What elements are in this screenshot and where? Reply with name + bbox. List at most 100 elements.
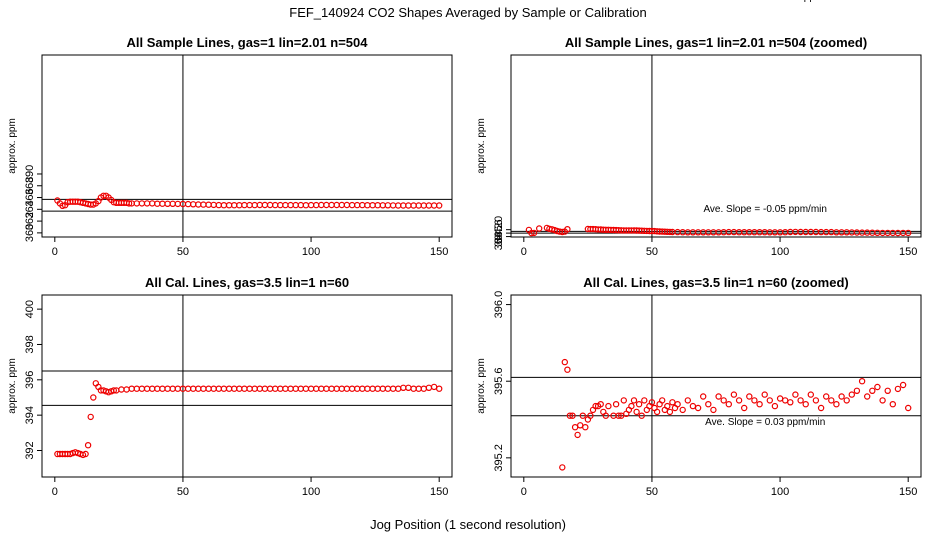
data-point	[766, 397, 774, 404]
data-point	[797, 397, 804, 404]
data-point	[436, 202, 443, 209]
data-point	[689, 402, 697, 410]
y-tick-label: 400	[24, 300, 36, 318]
data-point	[164, 200, 171, 207]
data-point	[528, 229, 535, 237]
y-tick-label: 366	[24, 188, 36, 206]
y-tick-label: 364.6	[493, 219, 505, 247]
data-point	[641, 397, 648, 404]
data-point	[379, 385, 386, 392]
data-point	[564, 366, 571, 373]
data-point	[323, 201, 330, 209]
x-tick-label: 0	[521, 246, 527, 258]
y-tick-label: 364.2	[493, 223, 505, 251]
data-point	[633, 408, 640, 416]
x-tick-label: 150	[899, 246, 917, 258]
data-point	[843, 397, 850, 404]
data-point	[792, 391, 799, 398]
y-tick-label: 368	[24, 177, 36, 195]
data-point	[415, 202, 422, 209]
x-tick-label: 150	[899, 486, 917, 498]
data-point	[869, 387, 876, 394]
data-point	[210, 385, 217, 392]
data-point	[858, 229, 866, 236]
data-point	[292, 201, 299, 209]
data-point	[292, 385, 299, 392]
data-point	[143, 385, 151, 392]
data-point	[751, 228, 758, 236]
data-point	[605, 402, 612, 410]
data-point	[307, 385, 315, 392]
y-axis-label: approx. ppm	[476, 118, 487, 174]
data-point	[812, 228, 820, 236]
data-point	[853, 387, 861, 394]
data-point	[720, 397, 727, 404]
data-point	[659, 397, 666, 404]
data-point	[297, 385, 304, 392]
data-point	[174, 200, 181, 208]
data-point	[715, 393, 722, 400]
data-point	[338, 201, 345, 209]
chart-panel-4: All Cal. Lines, gas=3.5 lin=1 n=60 (zoom…	[476, 275, 922, 498]
x-tick-label: 100	[302, 246, 320, 258]
data-point	[664, 402, 671, 410]
data-point	[425, 384, 433, 391]
data-point	[561, 358, 569, 366]
data-point	[817, 404, 825, 412]
data-point	[776, 229, 784, 236]
x-tick-label: 50	[177, 486, 189, 498]
y-tick-label: 360	[24, 224, 36, 242]
data-point	[323, 385, 330, 392]
data-point	[328, 201, 335, 209]
data-point	[138, 200, 146, 207]
data-point	[864, 229, 871, 236]
data-point	[364, 385, 371, 392]
data-point	[302, 385, 310, 392]
data-point	[159, 385, 166, 392]
chart-panel-3: All Cal. Lines, gas=3.5 lin=1 n=60 0 50 100…	[7, 275, 453, 498]
data-point	[384, 385, 392, 392]
data-point	[679, 406, 686, 414]
data-point	[159, 200, 166, 207]
data-point	[148, 200, 156, 207]
data-point	[354, 201, 361, 209]
data-point	[205, 385, 212, 392]
data-point	[148, 385, 156, 392]
data-point	[853, 229, 861, 236]
data-point	[579, 412, 587, 419]
data-point	[400, 384, 407, 391]
data-point	[189, 385, 197, 392]
data-point	[333, 385, 340, 392]
data-point	[894, 385, 902, 393]
data-point	[87, 413, 94, 421]
data-point	[761, 391, 768, 398]
data-point	[838, 393, 845, 400]
data-point	[184, 385, 192, 392]
data-point	[689, 229, 697, 236]
data-point	[587, 412, 594, 419]
data-point	[266, 201, 274, 209]
data-point	[536, 225, 543, 232]
page-title: FEF_140924 CO2 Shapes Averaged by Sample…	[289, 5, 647, 20]
data-point	[569, 412, 576, 419]
y-tick-label: 364	[24, 200, 36, 218]
data-point	[889, 401, 897, 408]
data-point	[705, 401, 712, 408]
chart-title: All Cal. Lines, gas=3.5 lin=1 n=60	[145, 275, 349, 290]
plot-area	[511, 295, 921, 477]
data-point	[261, 385, 269, 392]
plot-frame	[41, 294, 453, 478]
data-point	[833, 229, 840, 236]
data-point	[828, 397, 835, 404]
data-point	[215, 201, 222, 209]
data-point	[430, 383, 438, 391]
data-point	[530, 229, 538, 237]
data-point	[282, 201, 289, 209]
data-point	[369, 201, 376, 209]
data-point	[138, 385, 146, 392]
data-point	[612, 401, 620, 408]
chart-title: All Cal. Lines, gas=3.5 lin=1 n=60 (zoom…	[583, 275, 849, 290]
data-point	[615, 412, 622, 419]
data-point	[307, 201, 315, 209]
